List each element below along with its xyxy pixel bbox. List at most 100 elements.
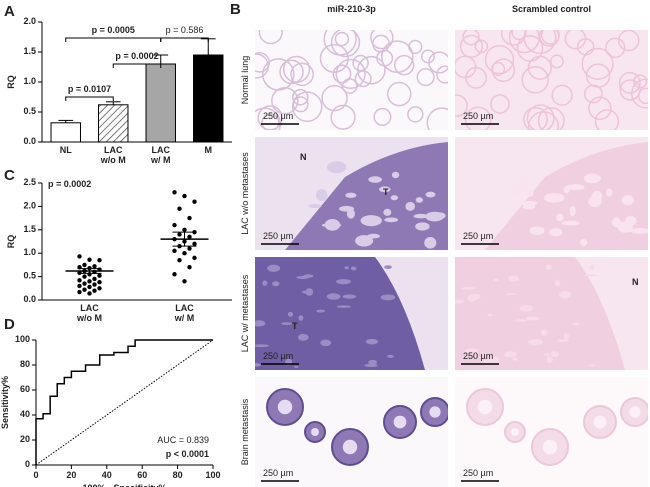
significance-bracket	[65, 96, 114, 101]
alveolus	[370, 30, 394, 50]
alveolus	[292, 88, 309, 106]
gland	[316, 309, 325, 313]
gland	[368, 359, 378, 365]
significance-bracket	[112, 63, 162, 68]
scale-bar-label: 250 µm	[263, 111, 293, 121]
gland	[336, 305, 351, 308]
alveolus	[526, 104, 555, 130]
gland	[255, 363, 262, 367]
point	[172, 272, 177, 277]
y-axis-title: RQ	[6, 235, 16, 249]
point	[97, 258, 102, 263]
gland	[415, 222, 430, 231]
y-tick-label: 1.0	[23, 76, 36, 86]
alveolus	[319, 43, 349, 74]
gland	[561, 220, 580, 226]
alveolus	[258, 30, 283, 45]
alveolus	[373, 107, 392, 127]
gland	[320, 339, 332, 347]
alveolus	[462, 30, 480, 46]
point	[77, 283, 82, 289]
point	[187, 265, 192, 270]
point	[172, 190, 177, 195]
alveolus	[255, 53, 269, 79]
panel-letter: B	[230, 1, 241, 18]
row-label: Normal lung	[240, 56, 250, 105]
alveolus	[459, 34, 484, 58]
point	[82, 287, 87, 292]
alveolus	[332, 64, 352, 84]
alveolus	[352, 54, 369, 72]
histology-image: 250 µm	[455, 377, 648, 487]
alveolus	[491, 61, 506, 77]
lumen	[393, 415, 407, 429]
point	[92, 282, 97, 287]
gland	[287, 311, 294, 317]
y-tick-label: 0	[25, 459, 30, 469]
alveolus	[581, 47, 614, 80]
y-tick-label: 40	[20, 409, 30, 419]
alveolus	[521, 65, 550, 94]
gland	[519, 305, 534, 312]
gland	[487, 313, 493, 317]
alveolus	[436, 65, 448, 84]
tissue	[455, 137, 648, 250]
alveolus	[551, 84, 573, 106]
alveolus	[416, 67, 435, 87]
gland	[588, 364, 596, 367]
gland	[519, 201, 538, 206]
gland	[415, 197, 424, 203]
histology-image: 250 µm	[455, 137, 648, 250]
point	[77, 278, 82, 283]
gland	[487, 356, 500, 364]
point	[87, 284, 92, 290]
point	[187, 215, 192, 221]
alveolus	[257, 105, 283, 130]
p-value: p = 0.0002	[115, 51, 158, 61]
point	[82, 281, 87, 286]
gland	[556, 213, 564, 222]
region-label: N	[632, 277, 639, 287]
gland	[546, 356, 553, 364]
gland	[338, 205, 355, 212]
gland	[515, 183, 530, 192]
bar	[50, 122, 81, 143]
x-tick-label: LAC w/ M	[174, 303, 195, 323]
point	[192, 255, 197, 261]
gland	[583, 173, 601, 184]
gland	[512, 357, 519, 361]
alveolus	[335, 58, 366, 90]
gland	[380, 294, 396, 301]
gland	[368, 176, 383, 183]
gland	[464, 348, 479, 355]
gland	[272, 281, 280, 287]
gland	[262, 280, 268, 286]
alveolus	[594, 109, 620, 130]
gland	[390, 195, 399, 201]
alveolus	[523, 106, 548, 130]
alveolus	[261, 113, 280, 130]
point	[182, 227, 187, 232]
gland	[324, 219, 341, 231]
row-label: Brain metastasis	[240, 398, 250, 465]
bar	[145, 63, 176, 143]
gland	[297, 333, 309, 341]
y-tick-label: 2.5	[23, 177, 36, 187]
gland	[621, 194, 634, 206]
gland	[350, 266, 357, 271]
significance-bracket	[65, 37, 162, 42]
alveolus	[334, 31, 350, 47]
scale-bar-label: 250 µm	[463, 111, 493, 121]
histology-image: 250 µm	[455, 30, 648, 130]
gland	[255, 320, 266, 327]
point	[82, 262, 87, 268]
gland	[588, 196, 602, 207]
lumen	[477, 399, 493, 415]
alveolus	[619, 79, 641, 101]
gland	[391, 171, 400, 179]
gland	[326, 161, 347, 174]
alveolus	[407, 106, 424, 123]
gland	[461, 286, 476, 290]
panel-letter: C	[4, 167, 15, 184]
